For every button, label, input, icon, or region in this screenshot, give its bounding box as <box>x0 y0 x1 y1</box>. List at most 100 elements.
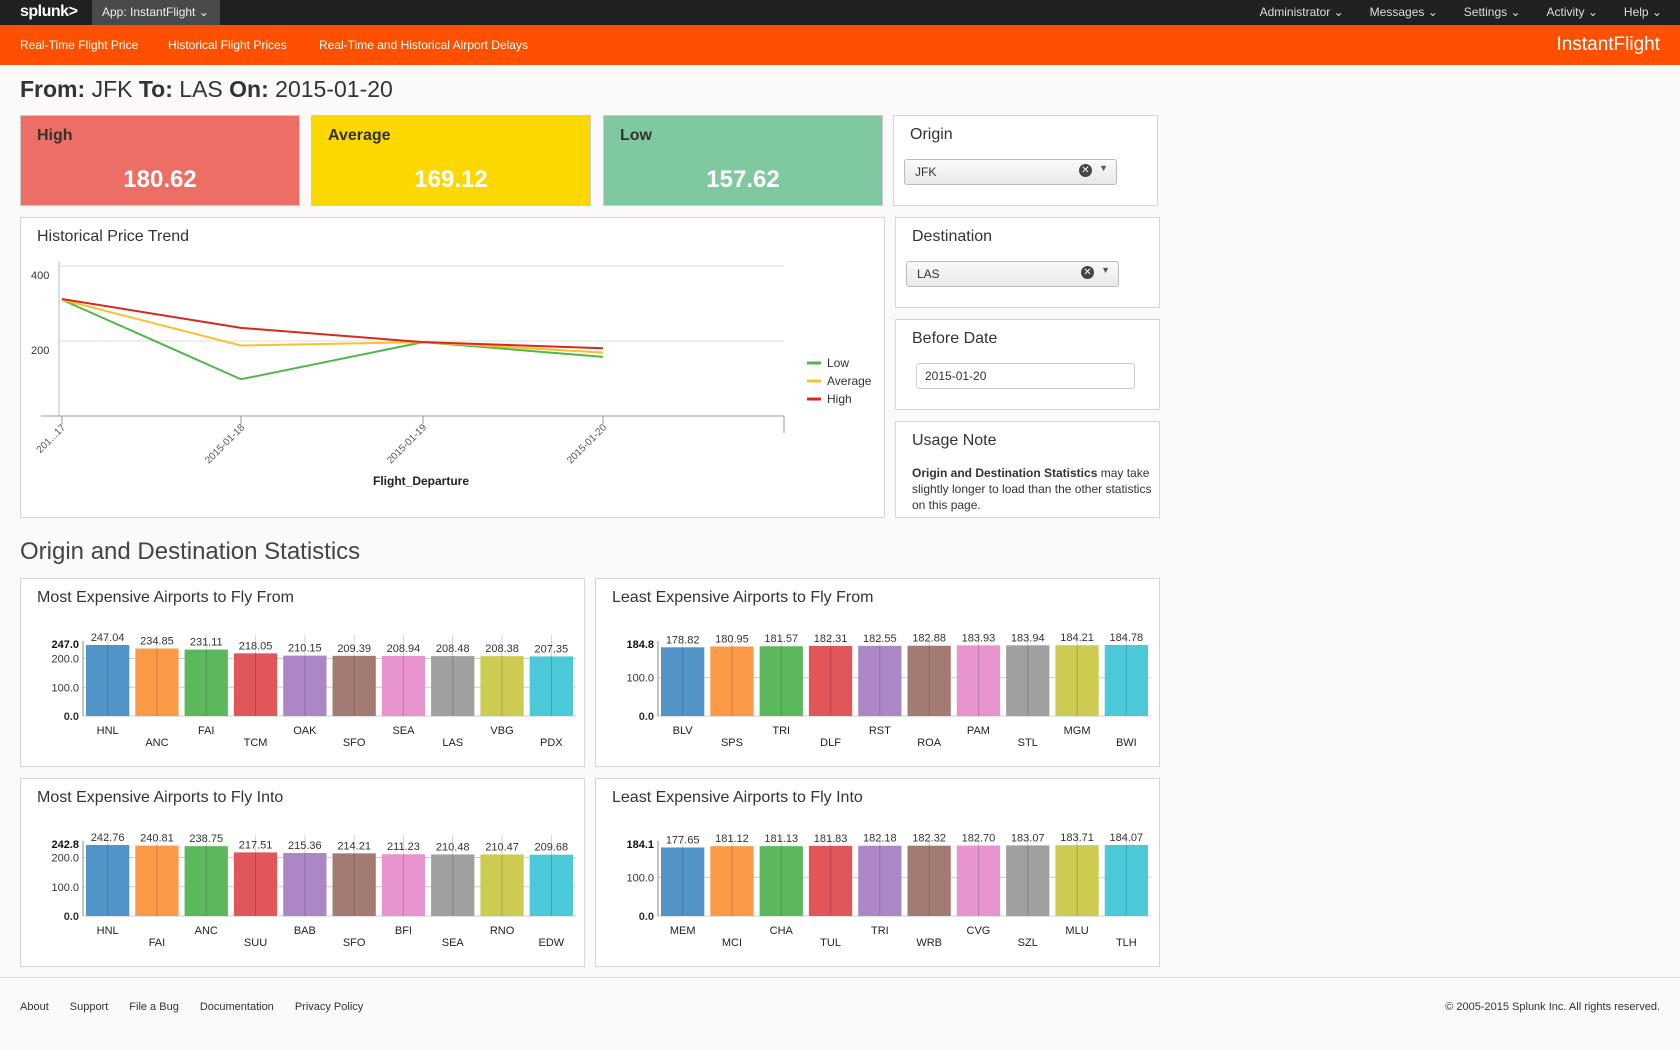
bar-category-label: TCM <box>244 737 268 749</box>
bar-value-label: 181.83 <box>814 833 848 845</box>
bar-sea <box>381 655 426 716</box>
bar-category-label: OAK <box>293 725 317 737</box>
x-tick-label: 2015-01-19 <box>385 422 429 466</box>
bar-category-label: MGM <box>1064 725 1091 737</box>
bar-bab <box>283 853 327 916</box>
bar-chart: 0.0 100.0 184.8 178.82 BLV 180.95 SPS 181.57 TRI… <box>626 632 1151 749</box>
bar-value-label: 218.05 <box>239 640 273 652</box>
chart-title: Most Expensive Airports to Fly Into <box>37 789 284 806</box>
bar-category-label: MLU <box>1065 925 1088 937</box>
bar-chart: 0.0 100.0 200.0 247.0 247.04 HNL 234.85 ANC 231.… <box>51 632 576 749</box>
menu-administrator[interactable]: Administrator ⌄ <box>1259 5 1344 19</box>
bar-rst <box>858 645 902 716</box>
bar-value-label: 181.12 <box>715 833 749 845</box>
menu-activity[interactable]: Activity ⌄ <box>1546 5 1598 19</box>
bar-category-label: MEM <box>670 925 696 937</box>
on-label: On: <box>229 76 269 102</box>
kpi-high: High 180.62 <box>20 115 300 206</box>
clear-icon[interactable]: ✕ <box>1081 266 1094 279</box>
bar-anc <box>135 648 179 716</box>
bar-sea <box>431 854 475 916</box>
bar-category-label: ANC <box>195 925 218 937</box>
kpi-value: 180.62 <box>123 166 197 193</box>
from-label: From: <box>20 76 86 102</box>
bar-edw <box>529 854 573 916</box>
bar-value-label: 231.11 <box>190 637 223 649</box>
x-tick-label: 201...17 <box>35 422 69 456</box>
y-tick-label: 400 <box>31 270 49 282</box>
bar-category-label: SEA <box>442 937 465 949</box>
bar-vbg <box>480 656 524 716</box>
caret-down-icon[interactable]: ▼ <box>1099 163 1108 173</box>
bar-tri <box>759 646 803 716</box>
chart-title: Least Expensive Airports to Fly Into <box>612 789 863 806</box>
bar-category-label: ROA <box>917 737 942 749</box>
footer-privacy[interactable]: Privacy Policy <box>294 1001 364 1013</box>
origin-select[interactable]: JFK ✕ ▼ <box>904 159 1117 185</box>
bar-value-label: 184.21 <box>1060 632 1094 644</box>
bar-category-label: RST <box>869 725 891 737</box>
bar-value-label: 217.51 <box>239 839 273 851</box>
bar-category-label: TRI <box>772 725 790 737</box>
menu-help[interactable]: Help ⌄ <box>1623 5 1662 19</box>
footer-support[interactable]: Support <box>69 1001 109 1013</box>
bar-chart: 0.0 100.0 184.1 177.65 MEM 181.12 MCI 181.13 CHA… <box>626 832 1151 949</box>
bar-category-label: WRB <box>916 937 942 949</box>
y-tick-label: 100.0 <box>626 872 654 884</box>
bar-sps <box>710 646 754 716</box>
bar-value-label: 209.68 <box>535 842 569 854</box>
bar-value-label: 234.85 <box>140 636 174 648</box>
bar-wrb <box>907 845 951 916</box>
splunk-logo[interactable]: splunk> <box>20 3 78 20</box>
page-title: From: JFK To: LAS On: 2015-01-20 <box>20 76 393 103</box>
top-bar: splunk> App: InstantFlight ⌄ Administrat… <box>0 0 1680 25</box>
bar-pdx <box>529 656 573 716</box>
bar-fai <box>135 845 179 916</box>
most-expensive-from-panel: Most Expensive Airports to Fly From 0.0 10… <box>20 578 585 767</box>
y-tick-label: 200.0 <box>51 654 79 666</box>
nav-airport-delays[interactable]: Real-Time and Historical Airport Delays <box>319 38 528 52</box>
bar-value-label: 214.21 <box>337 840 371 852</box>
bar-bfi <box>381 854 426 916</box>
series-line-average <box>61 298 604 354</box>
bar-pam <box>956 645 1001 716</box>
bar-category-label: VBG <box>490 725 513 737</box>
destination-select[interactable]: LAS ✕ ▼ <box>906 261 1119 287</box>
bar-value-label: 182.70 <box>962 833 996 845</box>
menu-messages[interactable]: Messages ⌄ <box>1369 5 1438 19</box>
caret-down-icon[interactable]: ▼ <box>1101 265 1110 275</box>
bar-category-label: MCI <box>722 937 742 949</box>
bar-category-label: SFO <box>343 937 366 949</box>
historical-price-trend-panel: Historical Price Trend 200 400 201...17 201… <box>20 217 885 518</box>
bar-value-label: 184.07 <box>1110 832 1144 844</box>
usage-note-bold: Origin and Destination Statistics <box>912 466 1098 480</box>
nav-real-time-flight-price[interactable]: Real-Time Flight Price <box>20 38 139 52</box>
bar-stl <box>1006 645 1050 716</box>
bar-value-label: 183.94 <box>1011 632 1045 644</box>
bar-roa <box>907 645 951 716</box>
footer-documentation[interactable]: Documentation <box>199 1001 274 1013</box>
app-menu-button[interactable]: App: InstantFlight ⌄ <box>92 0 220 25</box>
footer-about[interactable]: About <box>20 1001 49 1013</box>
bar-value-label: 242.76 <box>91 832 125 844</box>
bar-value-label: 211.23 <box>387 841 420 853</box>
footer-file-bug[interactable]: File a Bug <box>129 1001 179 1013</box>
destination-value: LAS <box>917 267 940 281</box>
on-value: 2015-01-20 <box>275 76 393 102</box>
y-max-label: 184.1 <box>626 839 654 851</box>
app-nav: Real-Time Flight Price Historical Flight… <box>0 25 1680 65</box>
y-max-label: 242.8 <box>51 839 79 851</box>
clear-icon[interactable]: ✕ <box>1079 164 1092 177</box>
bar-category-label: SEA <box>392 725 415 737</box>
bar-category-label: PAM <box>967 725 990 737</box>
least-expensive-into-panel: Least Expensive Airports to Fly Into 0.0 1… <box>595 778 1160 967</box>
before-date-input[interactable] <box>916 363 1135 389</box>
bar-value-label: 181.57 <box>764 633 798 645</box>
bar-hnl <box>86 645 130 716</box>
bar-mlu <box>1055 845 1099 916</box>
nav-historical-flight-prices[interactable]: Historical Flight Prices <box>168 38 287 52</box>
usage-note-text: Origin and Destination Statistics may ta… <box>912 465 1152 513</box>
bar-category-label: SPS <box>721 737 743 749</box>
y-tick-label: 100.0 <box>626 673 654 685</box>
menu-settings[interactable]: Settings ⌄ <box>1463 5 1521 19</box>
